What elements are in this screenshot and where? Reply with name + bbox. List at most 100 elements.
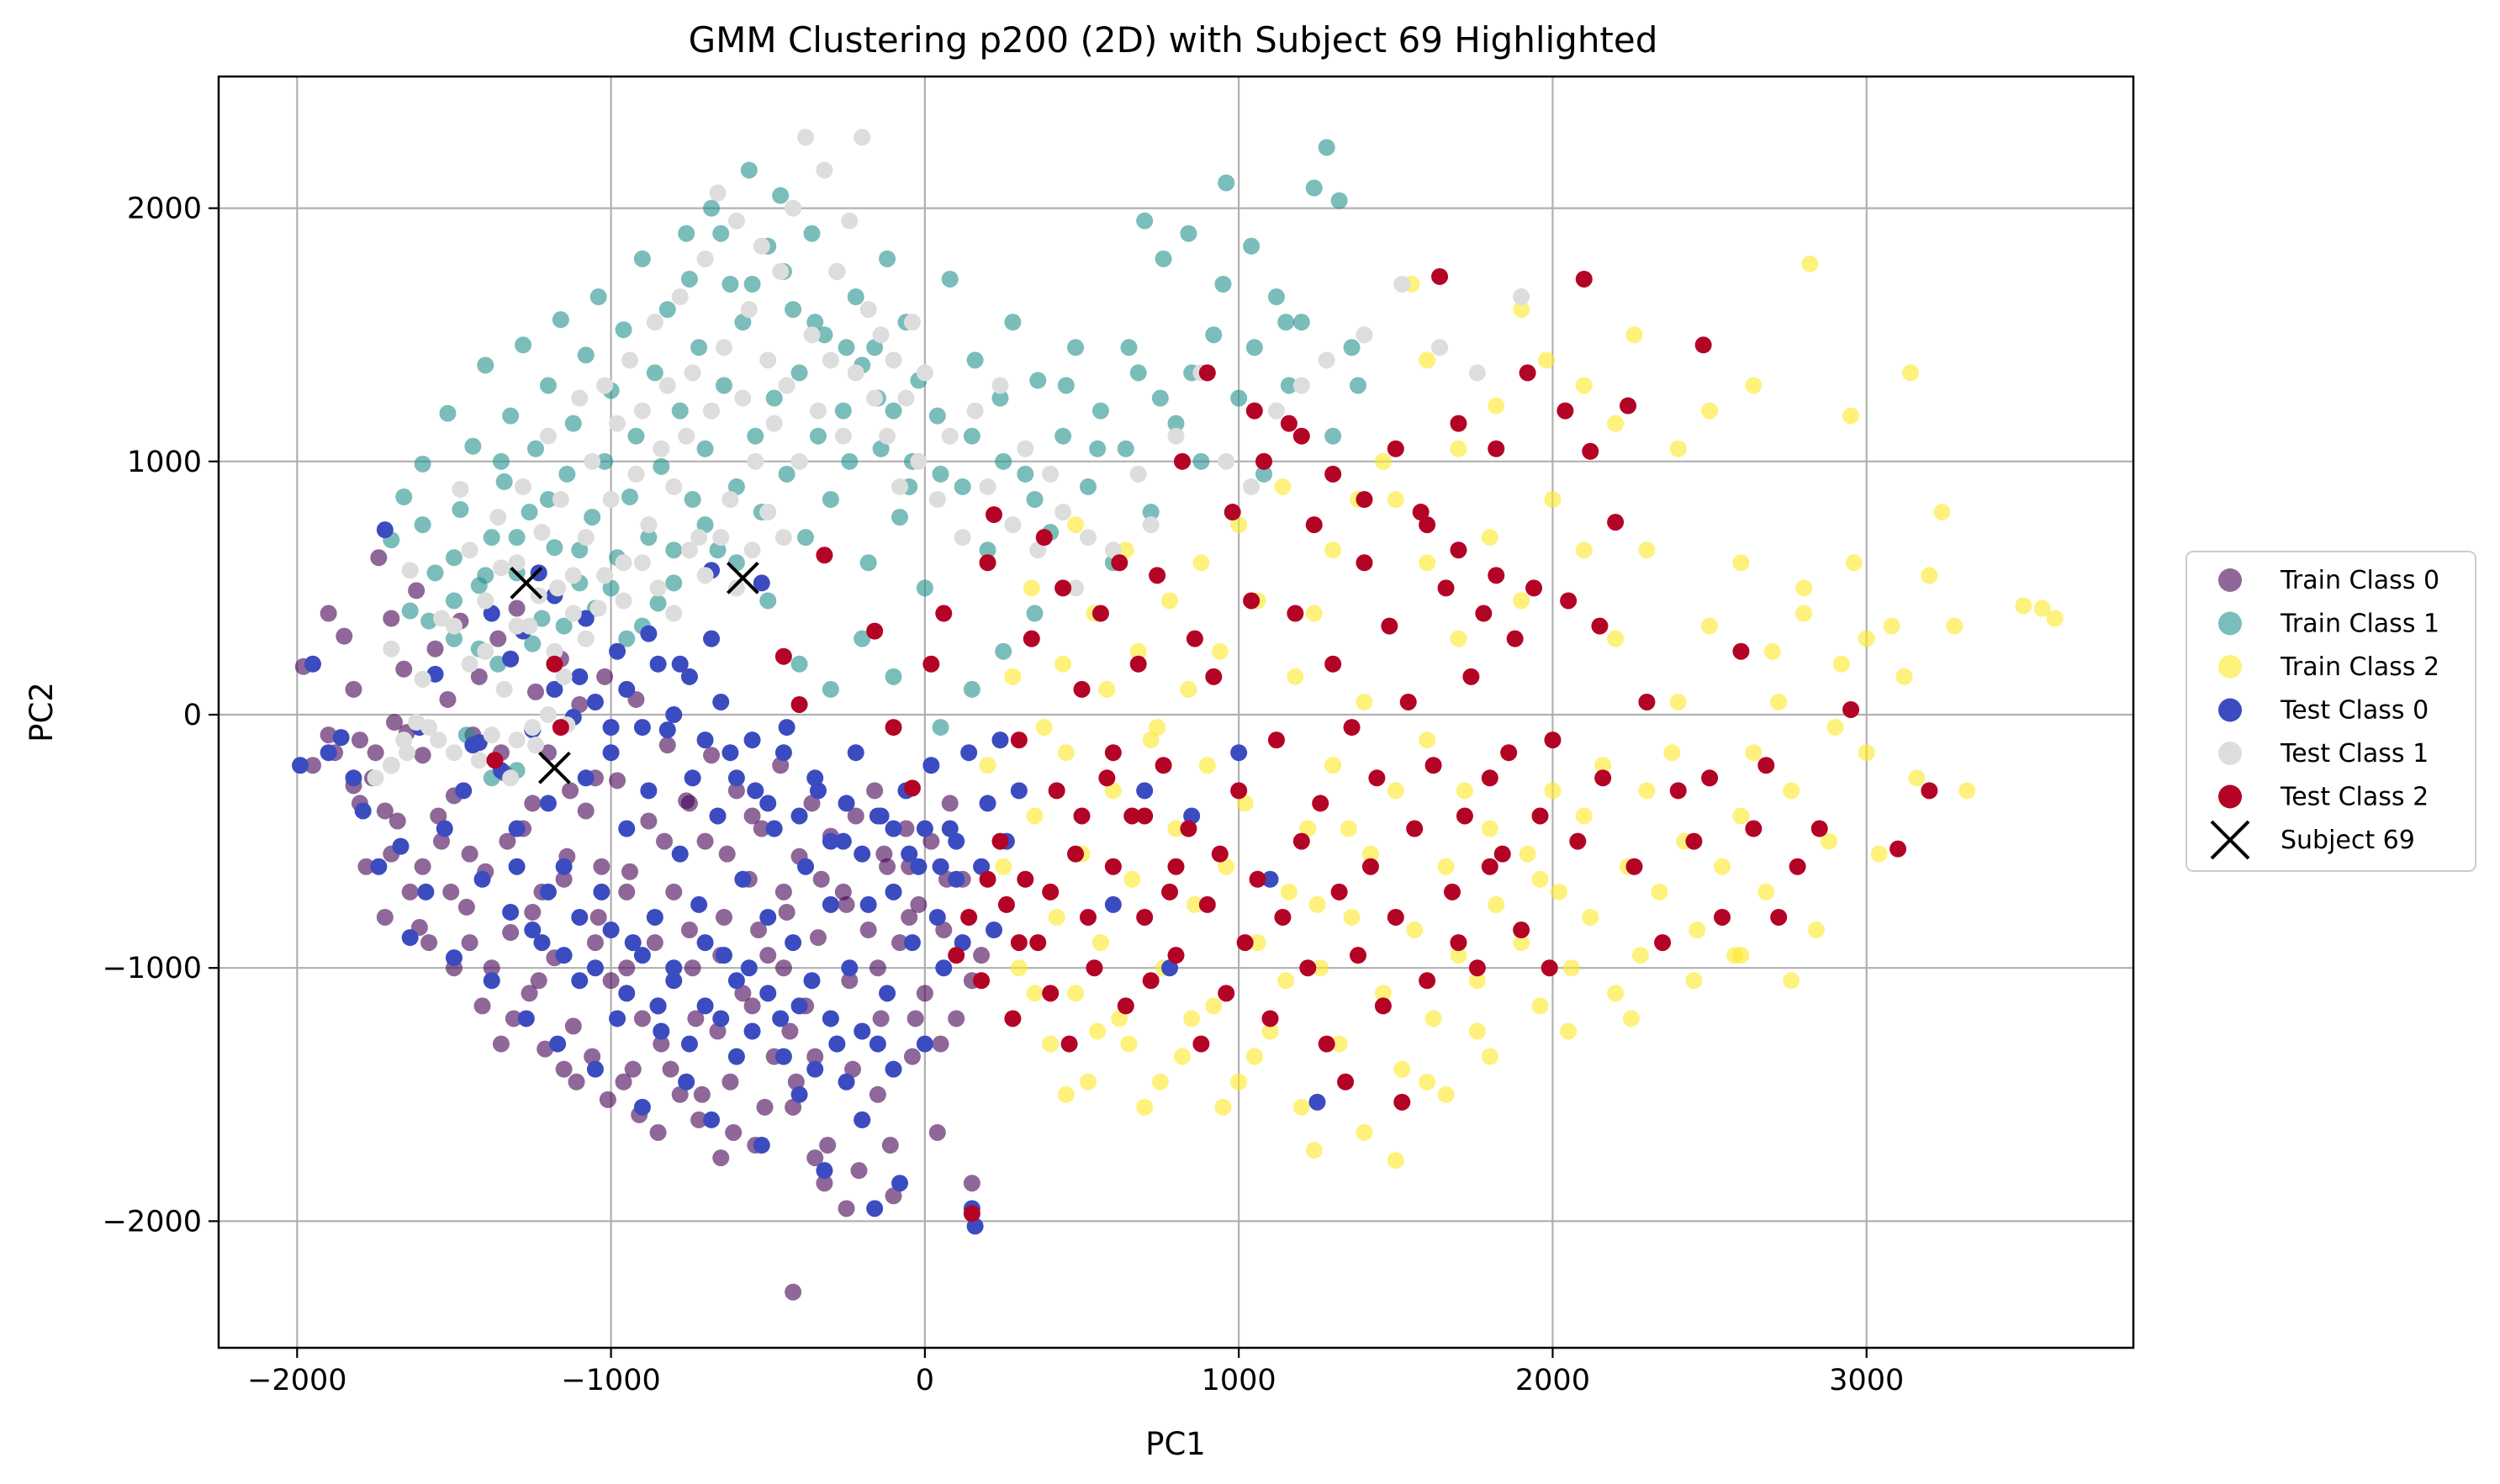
series-2 — [979, 255, 2064, 1170]
data-point — [539, 706, 557, 724]
data-point — [1054, 579, 1072, 597]
data-point — [426, 640, 444, 658]
data-point — [743, 1022, 761, 1040]
data-point — [1745, 744, 1763, 762]
data-point — [1519, 364, 1536, 382]
data-point — [1211, 642, 1229, 660]
data-point — [941, 795, 959, 812]
data-point — [602, 490, 620, 508]
data-point — [703, 199, 721, 217]
data-point — [658, 737, 676, 754]
plot-points — [292, 129, 2064, 1301]
data-point — [508, 858, 526, 875]
data-point — [922, 757, 940, 774]
data-point — [948, 947, 965, 964]
data-point — [388, 812, 406, 830]
data-point — [785, 199, 802, 217]
data-point — [897, 389, 915, 407]
data-point — [1017, 440, 1034, 457]
data-point — [885, 719, 902, 737]
data-point — [866, 339, 884, 356]
data-point — [1305, 605, 1323, 622]
data-point — [1245, 339, 1263, 356]
data-point — [1029, 934, 1047, 952]
data-point — [709, 807, 727, 825]
data-point — [414, 670, 431, 688]
data-point — [879, 427, 896, 445]
data-point — [452, 501, 469, 519]
data-point — [872, 326, 890, 344]
data-point — [743, 541, 761, 559]
data-point — [1757, 757, 1775, 774]
data-point — [420, 612, 438, 630]
data-point — [392, 837, 410, 855]
data-point — [790, 997, 808, 1015]
y-axis: −2000 −1000 0 1000 2000 — [103, 193, 219, 1238]
data-point — [1732, 947, 1750, 964]
data-point — [1308, 895, 1326, 913]
data-point — [533, 934, 551, 952]
data-point — [1261, 1010, 1279, 1027]
data-point — [624, 934, 642, 952]
data-point — [1607, 985, 1625, 1002]
data-point — [822, 351, 839, 369]
data-point — [709, 541, 727, 559]
data-point — [1079, 908, 1097, 926]
data-point — [1493, 845, 1511, 863]
data-point — [903, 314, 921, 331]
data-point — [690, 895, 708, 913]
data-point — [640, 529, 658, 547]
data-point — [897, 820, 915, 837]
data-point — [1054, 504, 1072, 521]
data-point — [1832, 655, 1850, 673]
data-point — [593, 858, 610, 875]
legend-x-marker — [2210, 820, 2250, 860]
data-point — [1770, 693, 1788, 710]
data-point — [1186, 895, 1203, 913]
data-point — [1255, 452, 1273, 470]
data-point — [571, 908, 589, 926]
data-point — [461, 655, 478, 673]
data-point — [1607, 514, 1625, 531]
data-point — [885, 668, 902, 685]
data-point — [1324, 465, 1342, 483]
data-point — [445, 549, 462, 567]
data-point — [1450, 947, 1467, 964]
data-point — [586, 1060, 604, 1078]
data-point — [539, 427, 557, 445]
data-point — [571, 389, 589, 407]
data-point — [759, 592, 777, 610]
data-point — [1230, 1073, 1248, 1091]
data-point — [1356, 326, 1373, 344]
data-point — [765, 389, 783, 407]
data-point — [1701, 769, 1719, 787]
data-point — [709, 184, 727, 202]
data-point — [1531, 807, 1549, 825]
data-point — [1669, 782, 1687, 800]
data-point — [395, 488, 413, 505]
data-point — [649, 594, 667, 612]
data-point — [417, 883, 435, 900]
data-point — [973, 858, 991, 875]
data-point — [508, 731, 526, 749]
data-point — [1374, 452, 1392, 470]
data-point — [941, 427, 959, 445]
data-point — [854, 129, 871, 146]
data-point — [1149, 719, 1166, 737]
data-point — [847, 288, 864, 306]
data-point — [1136, 908, 1154, 926]
data-point — [1280, 415, 1298, 432]
data-point — [1167, 820, 1185, 837]
data-point — [1450, 630, 1467, 647]
data-point — [727, 972, 745, 990]
data-point — [1155, 757, 1172, 774]
data-point — [1550, 883, 1567, 900]
y-tick-label: 0 — [183, 699, 202, 732]
data-point — [822, 1010, 839, 1027]
data-point — [693, 1085, 711, 1103]
series-4 — [367, 129, 1530, 787]
data-point — [618, 959, 636, 977]
data-point — [1186, 630, 1203, 647]
data-point — [646, 934, 663, 952]
data-point — [1205, 668, 1223, 685]
